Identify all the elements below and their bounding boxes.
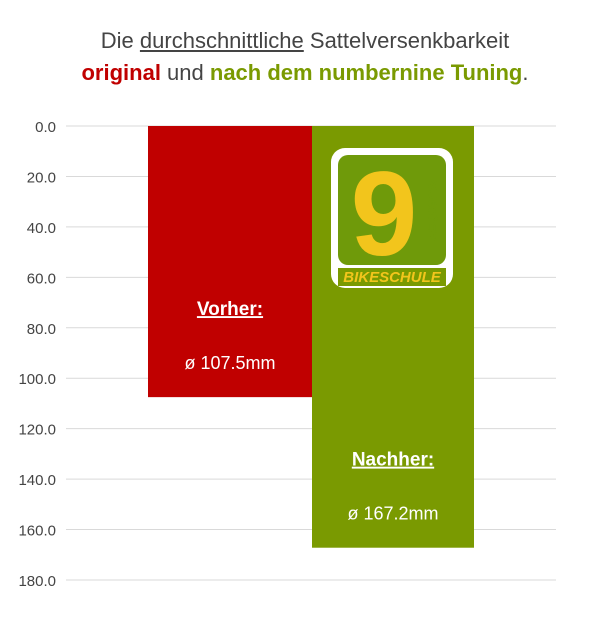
logo-vertical-text: NUMBER bbox=[425, 179, 441, 241]
chart-title-line1: Die durchschnittliche Sattelversenkbarke… bbox=[100, 28, 510, 53]
y-tick-label: 40.0 bbox=[27, 220, 56, 237]
bar-nachher-value: ø 167.2mm bbox=[347, 504, 438, 524]
logo-bottom-band bbox=[338, 268, 446, 286]
logo-green-square bbox=[338, 155, 446, 265]
y-tick-label: 80.0 bbox=[27, 321, 56, 338]
logo-bike: BIKE bbox=[343, 269, 380, 286]
bar-vorher-label: Vorher: bbox=[197, 299, 263, 320]
logo-digit: 9 bbox=[351, 147, 418, 281]
y-tick-label: 60.0 bbox=[27, 270, 56, 287]
bar-nachher-label: Nachher: bbox=[352, 450, 434, 471]
y-tick-label: 180.0 bbox=[18, 573, 56, 590]
y-tick-label: 160.0 bbox=[18, 523, 56, 540]
title-underlined-word: durchschnittliche bbox=[139, 28, 304, 53]
chart-title-line2: original und nach dem numbernine Tuning. bbox=[81, 60, 529, 85]
numbernine-logo: 9 NUMBER BIKESCHULE bbox=[331, 147, 453, 288]
title-original: original bbox=[81, 60, 161, 85]
bar-vorher bbox=[148, 126, 312, 398]
y-axis-ticks: 0.0 20.0 40.0 60.0 80.0 100.0 120.0 140.0 160.0 1… bbox=[18, 119, 56, 590]
logo-schule: SCHULE bbox=[379, 269, 442, 286]
y-tick-label: 140.0 bbox=[18, 472, 56, 489]
y-tick-label: 20.0 bbox=[27, 169, 56, 186]
bar-vorher-value: ø 107.5mm bbox=[184, 353, 275, 373]
y-tick-label: 120.0 bbox=[18, 422, 56, 439]
title-after-tuning: nach dem numbernine Tuning bbox=[209, 60, 523, 85]
y-tick-label: 0.0 bbox=[35, 119, 56, 136]
y-tick-label: 100.0 bbox=[18, 371, 56, 388]
logo-bottom-text: BIKESCHULE bbox=[343, 269, 442, 286]
